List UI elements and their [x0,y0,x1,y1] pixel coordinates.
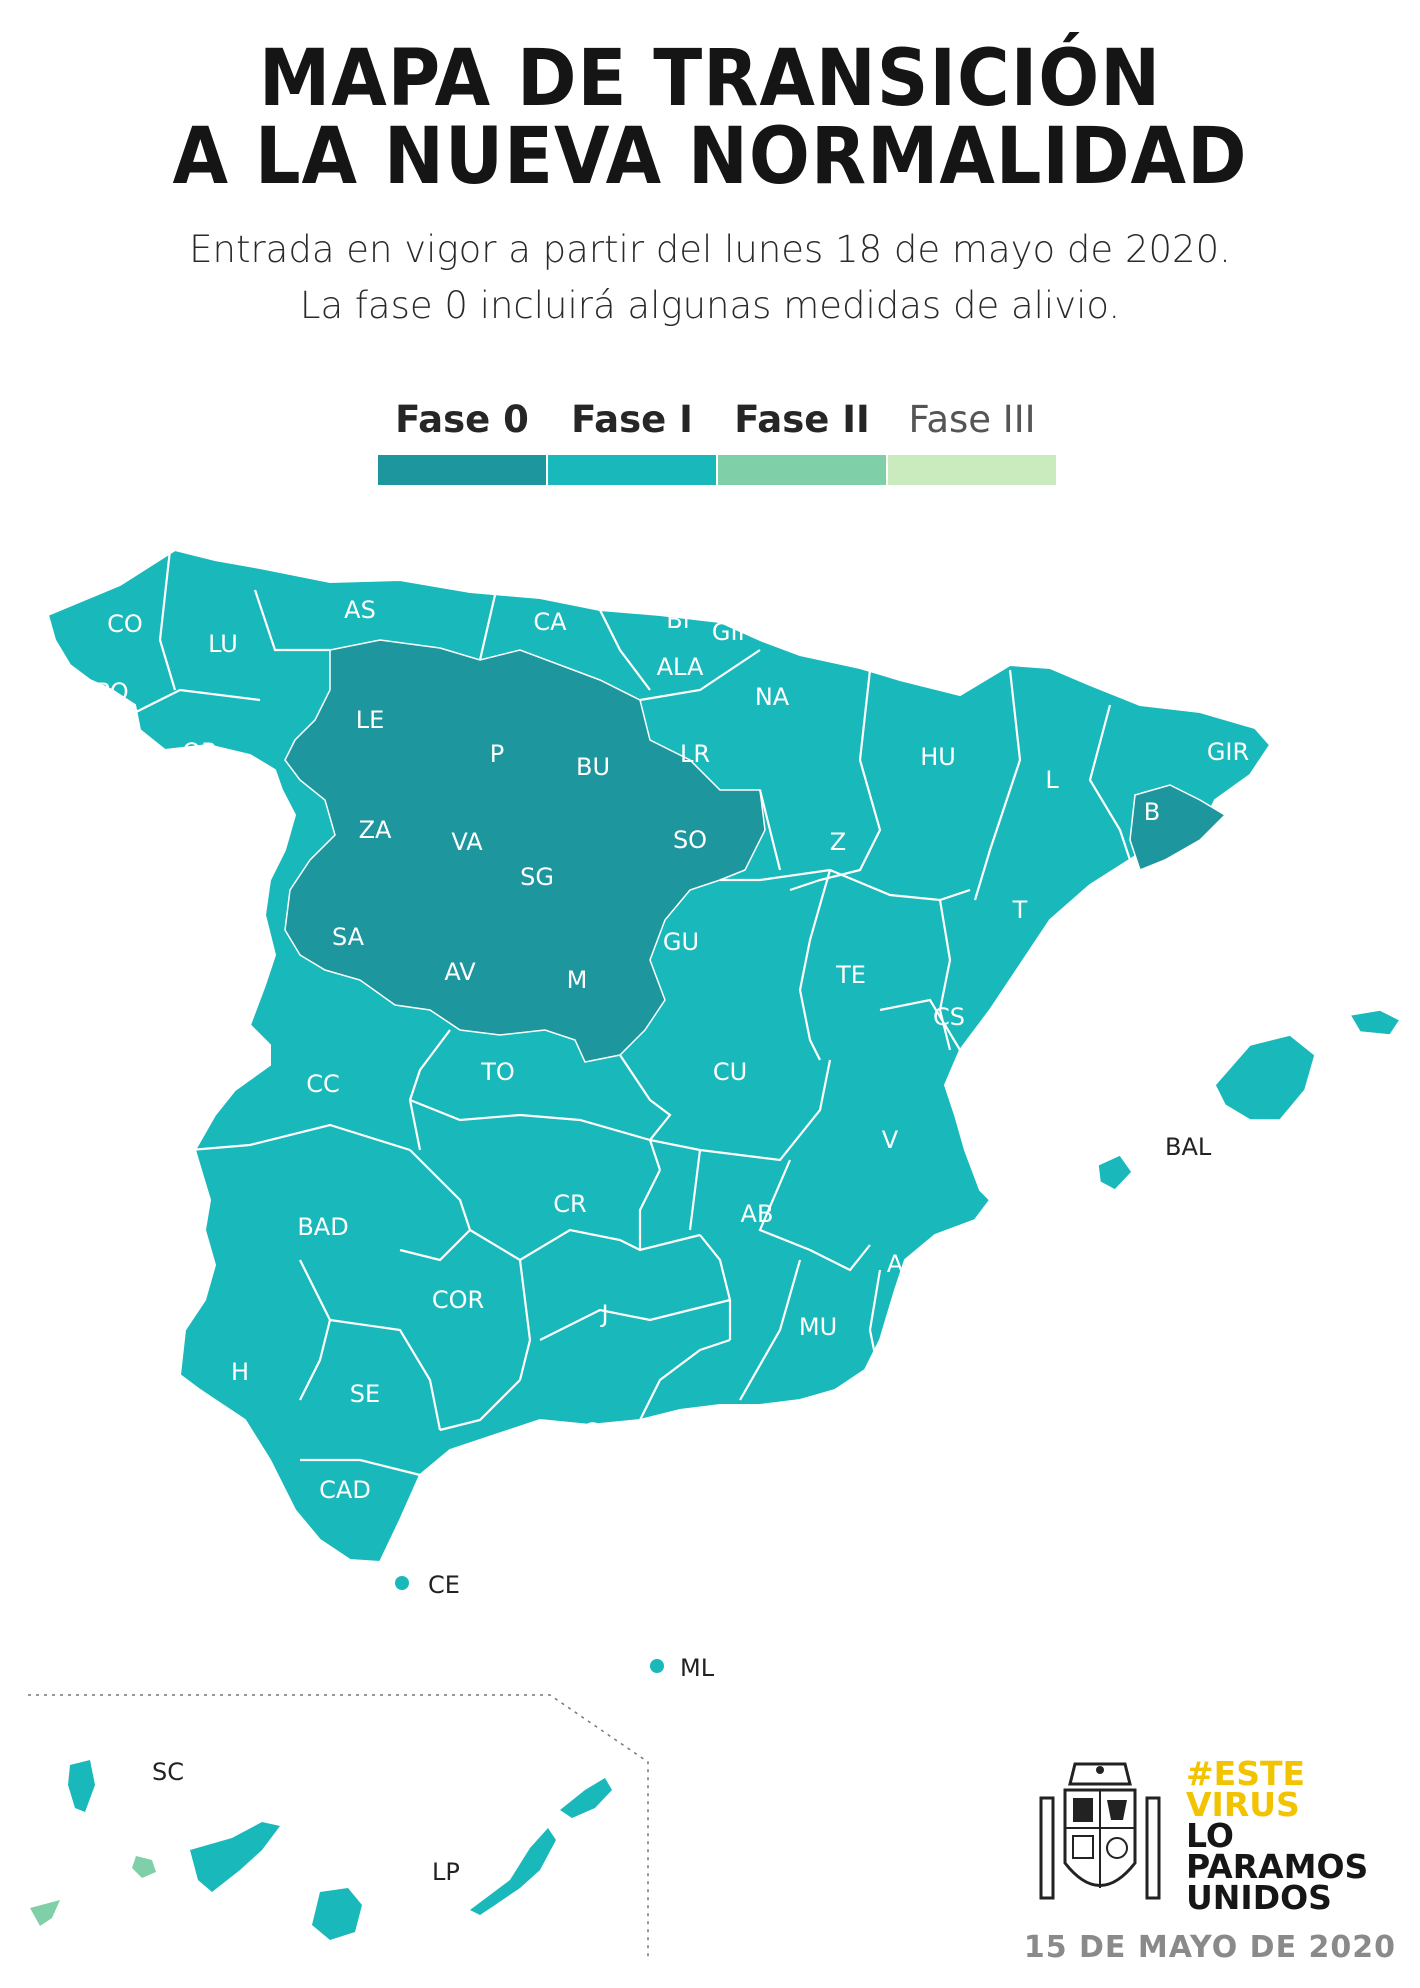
legend-swatch [718,455,886,485]
province-label: Z [830,828,846,856]
legend-item-fase-0: Fase 0 [378,395,546,485]
legend-label: Fase III [908,398,1036,441]
island-mallorca [1214,1034,1316,1121]
subtitle-line-2: La fase 0 incluirá algunas medidas de al… [299,284,1121,327]
province-label: GU [663,928,699,956]
publication-date: 15 DE MAYO DE 2020 [1023,1930,1396,1965]
island-la-palma [68,1760,95,1812]
map-title: MAPA DE TRANSICIÓN A LA NUEVA NORMALIDAD [57,40,1363,196]
province-label: J [599,1300,608,1328]
province-label: ALM [709,1410,760,1438]
mainland-shape [46,548,1272,1564]
spain-phase-map: CO LU AS CA BI GIP ALA NA PO LE OR P BU … [28,548,1402,1960]
province-label: GR [582,1418,617,1446]
island-la-gomera [132,1856,156,1878]
phase-legend: Fase 0 Fase I Fase II Fase III [378,395,1058,490]
province-label: T [1012,896,1028,924]
province-label: CR [553,1190,586,1218]
province-label: NA [755,683,790,711]
province-label: SA [332,923,365,951]
island-menorca [1348,1009,1402,1036]
province-label: MU [799,1313,837,1341]
province-label: CS [933,1003,965,1031]
province-labels: CO LU AS CA BI GIP ALA NA PO LE OR P BU … [95,596,1249,1504]
province-label-ce: CE [428,1571,460,1599]
province-label: LE [356,706,385,734]
province-label: V [882,1126,899,1154]
outer-labels: BAL CE ML SC LP [152,1133,1212,1886]
melilla-dot [650,1659,664,1673]
province-label: CC [306,1070,340,1098]
fase-0-zone [284,639,766,1063]
legend-item-fase-1: Fase I [548,395,716,485]
province-label: CO [107,610,143,638]
province-label: B [1144,798,1160,826]
province-label: OR [182,738,218,766]
province-label: L [1045,766,1059,794]
barcelona-zone [1129,784,1227,871]
province-label: HU [920,743,956,771]
province-label: SE [350,1380,380,1408]
province-label: LU [208,630,238,658]
province-label: AB [741,1200,774,1228]
slogan-line-2: VIRUS [1186,1785,1300,1824]
map-subtitle: Entrada en vigor a partir del lunes 18 d… [0,222,1420,334]
province-label: CAD [319,1476,371,1504]
slogan-line-4: PARAMOS [1186,1847,1369,1886]
province-label: COR [432,1286,484,1314]
province-label: BAD [297,1213,348,1241]
legend-swatch [378,455,546,485]
province-label: GIP [712,618,752,646]
province-label-bal: BAL [1165,1133,1212,1161]
province-label: ALA [657,653,704,681]
province-label: ZA [359,816,392,844]
legend-label: Fase 0 [395,398,529,441]
island-fuerteventura [470,1828,556,1915]
province-label: AV [444,958,476,986]
legend-label: Fase I [571,398,693,441]
slogan-line-3: LO [1186,1816,1234,1855]
province-label-sc: SC [152,1758,184,1786]
island-tenerife [190,1822,280,1892]
province-label: BI [666,606,690,634]
island-el-hierro [30,1900,60,1926]
province-label: H [231,1358,249,1386]
province-borders [59,549,1132,1477]
province-label: GIR [1207,738,1249,766]
province-label: AS [344,596,376,624]
slogan-line-1: #ESTE [1186,1754,1306,1793]
province-label-ml: ML [680,1654,715,1682]
province-label: VA [451,828,483,856]
province-label-lp: LP [432,1858,460,1886]
campaign-slogan: #ESTE VIRUS LO PARAMOS UNIDOS [1186,1754,1406,1917]
title-line-1: MAPA DE TRANSICIÓN [258,34,1162,124]
province-label: MA [453,1450,491,1478]
province-label: A [887,1250,904,1278]
province-label: SO [673,826,707,854]
island-gran-canaria [312,1888,362,1940]
province-label: SG [520,863,554,891]
subtitle-line-1: Entrada en vigor a partir del lunes 18 d… [189,228,1231,271]
title-line-2: A LA NUEVA NORMALIDAD [172,112,1248,202]
province-label: TE [835,961,866,989]
ceuta-dot [395,1576,409,1590]
island-ibiza [1097,1154,1133,1191]
province-label: P [490,740,504,768]
province-label: PO [95,678,128,706]
legend-item-fase-2: Fase II [718,395,886,485]
legend-swatch [548,455,716,485]
province-label: TO [480,1058,515,1086]
province-label: LR [680,740,710,768]
legend-label: Fase II [734,398,870,441]
island-lanzarote [560,1778,612,1818]
coat-of-arms-logo [1039,1762,1161,1900]
province-label: CU [713,1058,747,1086]
province-label: BU [576,753,610,781]
slogan-line-5: UNIDOS [1186,1878,1332,1917]
province-label: CA [533,608,567,636]
province-label: M [567,966,588,994]
legend-swatch [888,455,1056,485]
legend-item-fase-3: Fase III [888,395,1056,485]
